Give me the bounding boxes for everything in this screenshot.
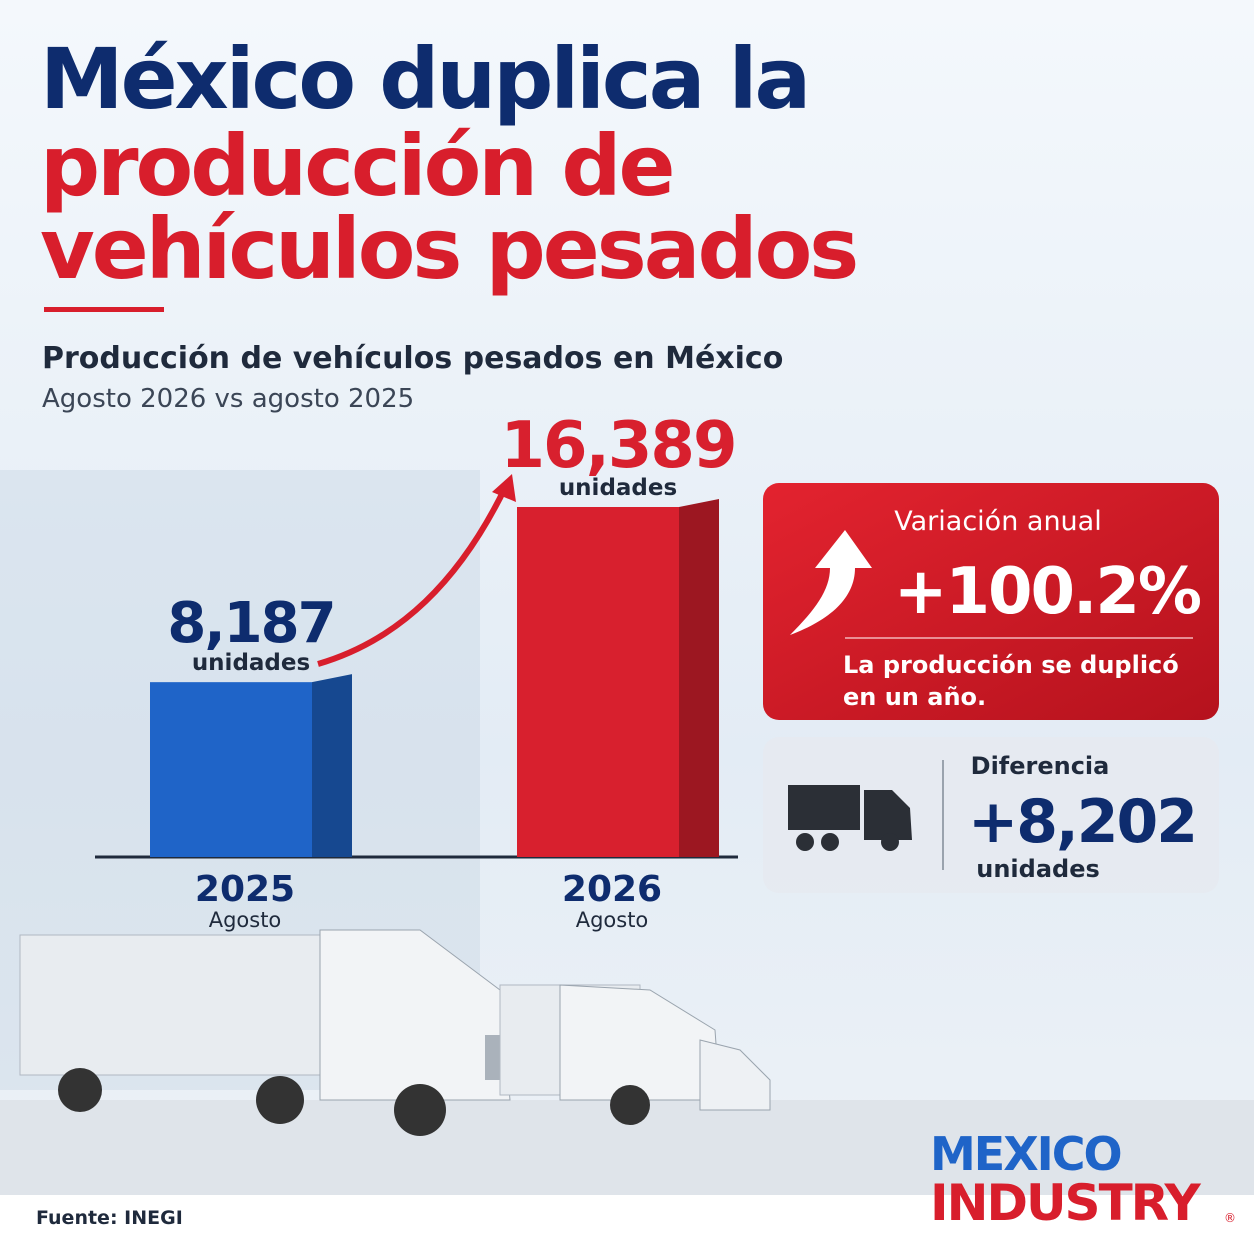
x-tick-label: 2026 — [562, 869, 662, 910]
logo-mark: ® — [1224, 1211, 1236, 1225]
x-tick-label: 2025 — [195, 869, 295, 910]
footer-band — [0, 1195, 1254, 1254]
headline-line: vehículos pesados — [40, 200, 856, 298]
value-unit: unidades — [192, 650, 310, 676]
bar-side — [679, 499, 719, 857]
variation-note: La producción se duplicó — [843, 651, 1179, 679]
difference-label: Diferencia — [971, 752, 1110, 780]
value-label: 16,389 — [501, 409, 736, 483]
value-unit: unidades — [559, 475, 677, 501]
difference-card — [763, 737, 1219, 893]
x-tick-note: Agosto — [576, 908, 649, 932]
variation-value: +100.2% — [894, 555, 1201, 629]
chart-subtitle: Agosto 2026 vs agosto 2025 — [42, 384, 414, 414]
up-arrow-icon — [790, 530, 872, 635]
variation-label: Variación anual — [894, 506, 1101, 537]
truck-icon — [788, 785, 912, 851]
logo-bottom: INDUSTRY — [930, 1174, 1201, 1232]
bar — [517, 507, 679, 857]
logo-top: MEXICO — [930, 1127, 1121, 1181]
chart-title: Producción de vehículos pesados en Méxic… — [42, 341, 783, 376]
variation-card — [763, 483, 1219, 720]
bar-side — [312, 674, 352, 857]
growth-arrow-head — [492, 474, 516, 502]
source: Fuente: INEGI — [36, 1207, 183, 1229]
x-tick-note: Agosto — [209, 908, 282, 932]
bar-chart: 8,187unidades2025Agosto16,389unidades202… — [95, 409, 738, 932]
difference-value: +8,202 — [968, 787, 1196, 857]
difference-unit: unidades — [976, 855, 1100, 883]
headline-line: México duplica la — [40, 30, 808, 128]
value-label: 8,187 — [167, 591, 334, 656]
headline-rule — [44, 307, 164, 312]
trucks — [19, 929, 771, 1136]
bar — [150, 682, 312, 857]
headline-line: producción de — [40, 117, 672, 215]
variation-note: en un año. — [843, 683, 986, 711]
growth-arrow — [317, 486, 508, 667]
